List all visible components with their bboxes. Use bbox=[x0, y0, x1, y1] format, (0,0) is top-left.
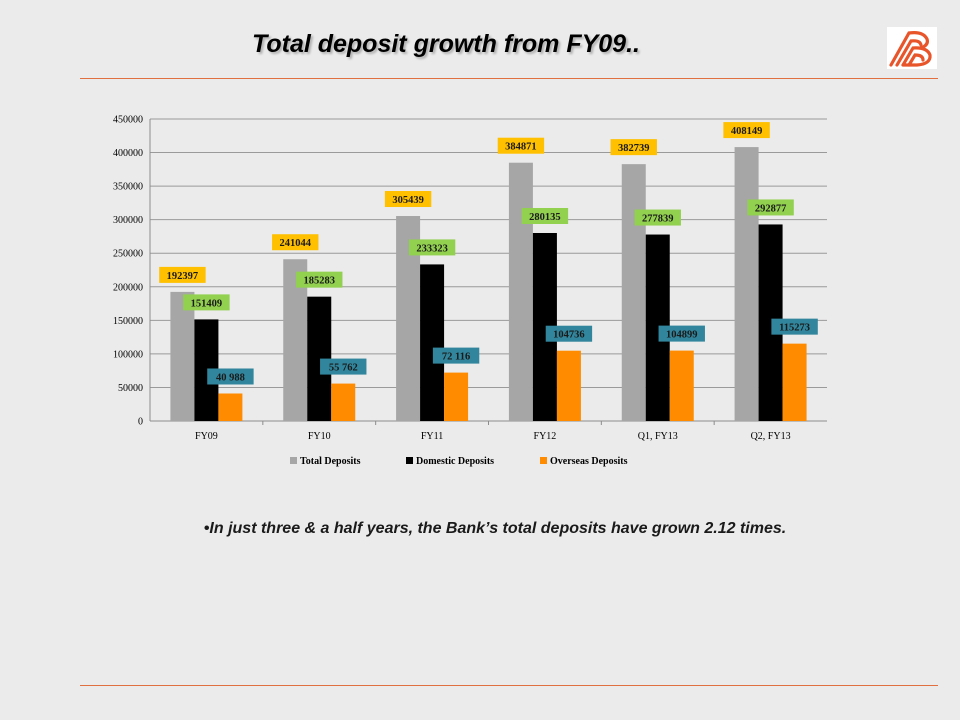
y-tick-label: 0 bbox=[138, 417, 143, 428]
x-tick-label: FY09 bbox=[195, 431, 218, 442]
data-label-box bbox=[296, 271, 343, 288]
data-label-box bbox=[183, 294, 230, 311]
y-tick-label: 100000 bbox=[113, 349, 143, 360]
bar bbox=[331, 383, 356, 421]
bar bbox=[669, 350, 694, 421]
data-label: 104736 bbox=[553, 330, 585, 341]
data-label: 384871 bbox=[505, 142, 537, 153]
data-label: 55 762 bbox=[329, 363, 358, 374]
data-label-box bbox=[320, 358, 367, 375]
data-label: 40 988 bbox=[216, 372, 245, 383]
legend-swatch bbox=[290, 457, 297, 464]
bar bbox=[444, 372, 469, 421]
legend-swatch bbox=[540, 457, 547, 464]
data-label: 277839 bbox=[642, 214, 674, 225]
data-label-box bbox=[159, 266, 206, 283]
bar bbox=[420, 264, 445, 421]
bullet-text: •In just three & a half years, the Bank’… bbox=[203, 520, 787, 537]
bar bbox=[218, 393, 243, 421]
data-label: 280135 bbox=[529, 212, 561, 223]
bar bbox=[621, 164, 646, 422]
y-tick-label: 200000 bbox=[113, 282, 143, 293]
data-label: 185283 bbox=[304, 276, 336, 287]
data-label-box bbox=[384, 191, 432, 208]
data-label: 382739 bbox=[618, 143, 650, 154]
top-divider bbox=[80, 78, 938, 79]
data-label-box bbox=[771, 318, 818, 335]
y-tick-label: 350000 bbox=[113, 182, 143, 193]
data-label-box bbox=[272, 234, 319, 251]
x-tick-label: FY10 bbox=[308, 431, 331, 442]
legend-label: Total Deposits bbox=[300, 456, 361, 467]
data-label-box bbox=[497, 137, 545, 154]
legend-label: Domestic Deposits bbox=[416, 456, 494, 467]
data-label-box bbox=[432, 347, 480, 364]
data-label: 292877 bbox=[755, 203, 787, 214]
data-label-box bbox=[207, 368, 254, 385]
y-tick-label: 250000 bbox=[113, 249, 143, 260]
data-label-box bbox=[545, 325, 593, 342]
x-tick-label: Q1, FY13 bbox=[638, 431, 678, 442]
bar bbox=[734, 147, 759, 421]
slide-title: Total deposit growth from FY09.. bbox=[252, 30, 640, 58]
y-tick-label: 50000 bbox=[118, 383, 143, 394]
legend-label: Overseas Deposits bbox=[550, 456, 628, 467]
data-label-box bbox=[408, 239, 456, 256]
y-tick-label: 300000 bbox=[113, 215, 143, 226]
x-tick-label: Q2, FY13 bbox=[751, 431, 791, 442]
bottom-divider bbox=[80, 685, 938, 686]
bar bbox=[782, 343, 807, 421]
data-label: 233323 bbox=[416, 243, 448, 254]
y-tick-label: 150000 bbox=[113, 316, 143, 327]
bar bbox=[556, 350, 581, 421]
legend-swatch bbox=[406, 457, 413, 464]
data-label-box bbox=[610, 139, 657, 156]
data-label: 305439 bbox=[392, 195, 424, 206]
data-label: 115273 bbox=[779, 323, 810, 334]
bullet-text-content: In just three & a half years, the Bank’s… bbox=[209, 520, 787, 537]
deposit-growth-chart: 0 50000 100000 150000 200000 250000 300000 3500… bbox=[113, 115, 827, 467]
data-label: 241044 bbox=[280, 238, 312, 249]
data-label-box bbox=[723, 122, 770, 139]
data-label-box bbox=[747, 199, 794, 216]
bank-logo-icon bbox=[887, 27, 937, 69]
x-tick-label: FY11 bbox=[421, 431, 443, 442]
data-label: 192397 bbox=[167, 271, 199, 282]
y-tick-label: 450000 bbox=[113, 115, 143, 126]
data-label-box bbox=[658, 325, 705, 342]
data-label: 72 116 bbox=[442, 352, 470, 363]
bar bbox=[170, 291, 195, 421]
bar bbox=[508, 162, 533, 421]
data-label: 408149 bbox=[731, 126, 763, 137]
data-label-box bbox=[521, 207, 569, 224]
x-tick-label: FY12 bbox=[534, 431, 557, 442]
data-label: 151409 bbox=[191, 298, 223, 309]
y-tick-label: 400000 bbox=[113, 148, 143, 159]
data-label: 104899 bbox=[666, 330, 698, 341]
data-label-box bbox=[634, 209, 681, 226]
